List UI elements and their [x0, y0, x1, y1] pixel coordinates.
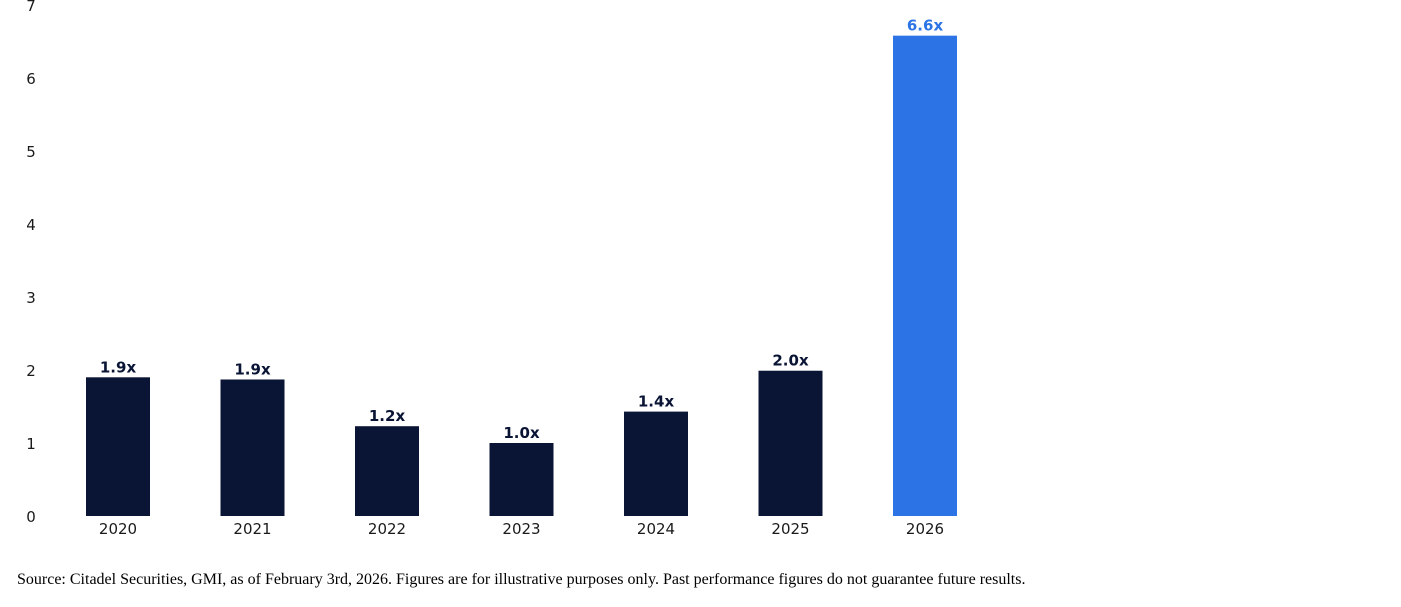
data-label-2026: 6.6x	[907, 17, 944, 35]
bar-2023	[489, 443, 554, 516]
y-tick-label: 3	[26, 289, 36, 307]
y-tick-label: 2	[26, 362, 36, 380]
x-tick-label-2023: 2023	[502, 520, 540, 538]
y-tick-label: 0	[26, 508, 36, 526]
y-tick-label: 6	[26, 70, 36, 88]
source-note: Source: Citadel Securities, GMI, as of F…	[17, 571, 1026, 588]
y-axis: 0 1 2 3 4 5 6 7	[26, 0, 36, 526]
x-tick-label-2020: 2020	[99, 520, 137, 538]
bar-chart: 0 1 2 3 4 5 6 7 1.9x 1.9x 1.2x 1.0x 1.4x 2.0x 6.6x 20…	[26, 0, 957, 538]
x-tick-label-2024: 2024	[637, 520, 675, 538]
bar-2020	[86, 377, 150, 516]
x-tick-label-2021: 2021	[233, 520, 271, 538]
y-tick-label: 1	[26, 435, 36, 453]
x-axis: 2020 2021 2022 2023 2024 2025 2026	[99, 520, 944, 538]
bar-2021	[220, 379, 285, 516]
data-labels: 1.9x 1.9x 1.2x 1.0x 1.4x 2.0x 6.6x	[100, 17, 944, 442]
data-label-2022: 1.2x	[369, 407, 406, 425]
data-label-2020: 1.9x	[100, 358, 137, 376]
bar-2025	[758, 370, 823, 516]
y-tick-label: 5	[26, 143, 36, 161]
data-label-2024: 1.4x	[638, 393, 675, 411]
y-tick-label: 7	[26, 0, 36, 15]
x-tick-label-2025: 2025	[771, 520, 809, 538]
data-label-2025: 2.0x	[772, 352, 809, 370]
x-tick-label-2022: 2022	[368, 520, 406, 538]
bar-2024	[624, 411, 688, 516]
data-label-2021: 1.9x	[234, 360, 271, 378]
bar-2022	[355, 426, 419, 516]
bars	[86, 35, 957, 516]
y-tick-label: 4	[26, 216, 36, 234]
data-label-2023: 1.0x	[503, 424, 540, 442]
x-tick-label-2026: 2026	[906, 520, 944, 538]
bar-2026	[893, 35, 957, 516]
